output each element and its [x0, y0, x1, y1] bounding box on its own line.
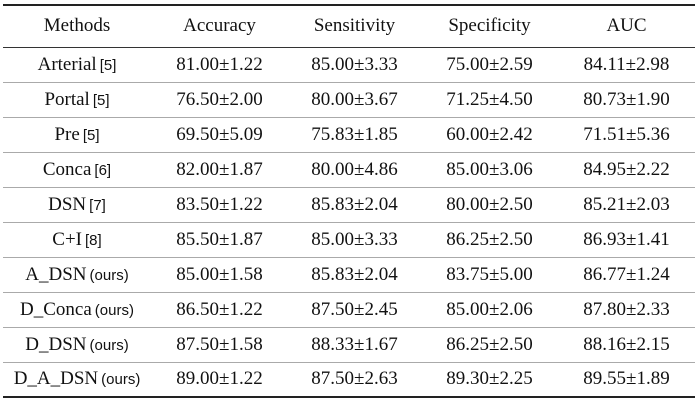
- table-row: DSN [7] 83.50±1.22 85.83±2.04 80.00±2.50 85.2…: [3, 187, 695, 222]
- method-name: DSN: [48, 193, 87, 215]
- header-cell: Accuracy: [183, 15, 256, 37]
- table-row: Conca [6] 82.00±1.87 80.00±4.86 85.00±3.06 84…: [3, 152, 695, 187]
- method-name: Conca: [42, 158, 92, 180]
- value-cell: 84.11±2.98: [583, 53, 670, 75]
- value-cell: 85.00±3.33: [311, 228, 398, 250]
- value-cell: 76.50±2.00: [176, 88, 263, 110]
- table-row: Arterial [5] 81.00±1.22 85.00±3.33 75.00±2.5…: [3, 47, 695, 82]
- method-note: [6]: [94, 161, 112, 179]
- method-note: (ours): [101, 371, 141, 389]
- value-cell: 71.25±4.50: [446, 88, 533, 110]
- method-cell: Pre [5]: [3, 117, 151, 152]
- value-cell: 85.00±3.33: [311, 53, 398, 75]
- method-cell: Conca [6]: [3, 152, 151, 187]
- value-cell: 75.83±1.85: [311, 123, 398, 145]
- value-cell: 80.00±4.86: [311, 158, 398, 180]
- header-cell: Specificity: [448, 15, 531, 37]
- value-cell: 80.00±3.67: [311, 88, 398, 110]
- method-name: A_DSN: [25, 263, 87, 285]
- method-name: Arterial: [37, 53, 97, 75]
- method-cell: Portal [5]: [3, 82, 151, 117]
- table-row: D_Conca (ours) 86.50±1.22 87.50±2.45 85.00±2…: [3, 292, 695, 327]
- table-row: A_DSN (ours) 85.00±1.58 85.83±2.04 83.75±5.0…: [3, 257, 695, 292]
- value-cell: 87.50±2.63: [311, 368, 398, 390]
- table-row: Pre [5] 69.50±5.09 75.83±1.85 60.00±2.42 71.5…: [3, 117, 695, 152]
- results-table: Methods Accuracy Sensitivity Specificity AUC…: [3, 4, 695, 398]
- value-cell: 87.80±2.33: [583, 298, 670, 320]
- value-cell: 86.25±2.50: [446, 228, 533, 250]
- value-cell: 83.50±1.22: [176, 193, 263, 215]
- value-cell: 85.00±3.06: [446, 158, 533, 180]
- method-cell: D_A_DSN (ours): [3, 362, 151, 397]
- value-cell: 81.00±1.22: [176, 53, 263, 75]
- method-name: D_DSN: [25, 333, 87, 355]
- method-name: Pre: [54, 123, 80, 145]
- method-note: (ours): [89, 336, 129, 354]
- value-cell: 88.33±1.67: [311, 333, 398, 355]
- value-cell: 89.00±1.22: [176, 368, 263, 390]
- table-row: D_A_DSN (ours) 89.00±1.22 87.50±2.63 89.30±2…: [3, 362, 695, 397]
- table-body: Arterial [5] 81.00±1.22 85.00±3.33 75.00±2.5…: [3, 47, 695, 397]
- method-cell: A_DSN (ours): [3, 257, 151, 292]
- method-note: (ours): [94, 301, 134, 319]
- table-header: Methods Accuracy Sensitivity Specificity AUC: [3, 5, 695, 47]
- value-cell: 71.51±5.36: [583, 123, 670, 145]
- value-cell: 82.00±1.87: [176, 158, 263, 180]
- value-cell: 88.16±2.15: [583, 333, 670, 355]
- value-cell: 85.50±1.87: [176, 228, 263, 250]
- value-cell: 60.00±2.42: [446, 123, 533, 145]
- value-cell: 80.73±1.90: [583, 88, 670, 110]
- header-cell: AUC: [606, 15, 647, 37]
- value-cell: 86.93±1.41: [583, 228, 670, 250]
- value-cell: 83.75±5.00: [446, 263, 533, 285]
- header-cell: Sensitivity: [313, 15, 396, 37]
- value-cell: 85.83±2.04: [311, 263, 398, 285]
- value-cell: 89.55±1.89: [583, 368, 670, 390]
- method-name: C+I: [52, 228, 83, 250]
- method-note: (ours): [89, 266, 129, 284]
- table-row: C+I [8] 85.50±1.87 85.00±3.33 86.25±2.50 86.9…: [3, 222, 695, 257]
- header-cell: Methods: [43, 15, 111, 37]
- value-cell: 86.25±2.50: [446, 333, 533, 355]
- value-cell: 85.83±2.04: [311, 193, 398, 215]
- method-cell: D_DSN (ours): [3, 327, 151, 362]
- table-row: D_DSN (ours) 87.50±1.58 88.33±1.67 86.25±2.5…: [3, 327, 695, 362]
- value-cell: 75.00±2.59: [446, 53, 533, 75]
- value-cell: 87.50±2.45: [311, 298, 398, 320]
- header-row: Methods Accuracy Sensitivity Specificity AUC: [3, 5, 695, 47]
- method-name: D_A_DSN: [13, 368, 99, 390]
- method-note: [5]: [92, 91, 110, 109]
- value-cell: 85.00±2.06: [446, 298, 533, 320]
- method-note: [7]: [89, 196, 106, 214]
- value-cell: 87.50±1.58: [176, 333, 263, 355]
- method-note: [8]: [85, 231, 102, 249]
- value-cell: 85.21±2.03: [583, 193, 670, 215]
- value-cell: 86.77±1.24: [583, 263, 670, 285]
- value-cell: 69.50±5.09: [176, 123, 263, 145]
- table-row: Portal [5] 76.50±2.00 80.00±3.67 71.25±4.50 8…: [3, 82, 695, 117]
- method-note: [5]: [82, 126, 100, 144]
- method-cell: C+I [8]: [3, 222, 151, 257]
- method-cell: Arterial [5]: [3, 47, 151, 82]
- method-cell: DSN [7]: [3, 187, 151, 222]
- value-cell: 89.30±2.25: [446, 368, 533, 390]
- method-cell: D_Conca (ours): [3, 292, 151, 327]
- method-name: Portal: [44, 88, 90, 110]
- value-cell: 84.95±2.22: [583, 158, 670, 180]
- value-cell: 80.00±2.50: [446, 193, 533, 215]
- method-name: D_Conca: [20, 298, 92, 320]
- method-note: [5]: [99, 56, 117, 74]
- value-cell: 86.50±1.22: [176, 298, 263, 320]
- value-cell: 85.00±1.58: [176, 263, 263, 285]
